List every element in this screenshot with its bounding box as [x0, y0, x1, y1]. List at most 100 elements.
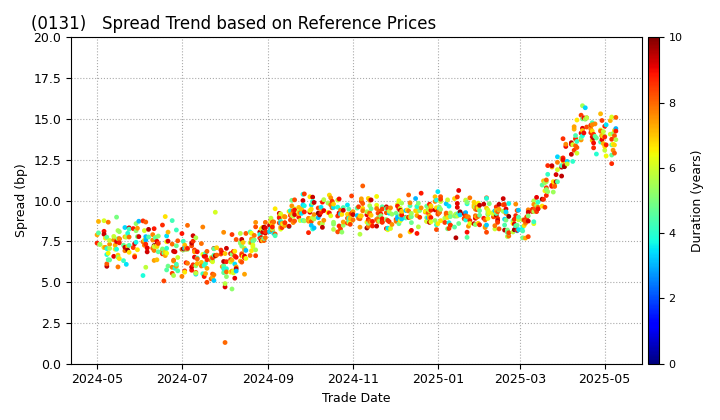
- Point: [449, 195, 460, 202]
- Point: [508, 220, 520, 227]
- Point: [332, 228, 343, 235]
- Point: [325, 202, 336, 208]
- Point: [487, 209, 499, 215]
- Point: [225, 269, 236, 276]
- Point: [120, 261, 132, 268]
- Point: [287, 213, 299, 220]
- Point: [122, 230, 133, 237]
- Point: [276, 224, 288, 231]
- Point: [382, 226, 394, 233]
- Point: [347, 208, 359, 215]
- Point: [492, 215, 503, 222]
- Point: [500, 205, 512, 212]
- Point: [523, 233, 534, 240]
- Point: [361, 211, 373, 218]
- Point: [278, 221, 289, 228]
- Point: [207, 255, 218, 261]
- Point: [411, 208, 423, 215]
- Point: [581, 124, 593, 131]
- Point: [200, 250, 212, 257]
- Point: [405, 219, 417, 226]
- Point: [482, 207, 494, 213]
- Point: [390, 216, 402, 223]
- Point: [390, 210, 402, 217]
- Point: [304, 217, 315, 224]
- Point: [153, 233, 164, 239]
- Point: [157, 247, 168, 254]
- Point: [99, 228, 110, 235]
- Point: [502, 227, 513, 234]
- Point: [91, 240, 103, 247]
- Point: [480, 223, 491, 230]
- Point: [462, 229, 473, 236]
- Point: [500, 209, 512, 215]
- Point: [567, 158, 578, 165]
- Point: [424, 207, 436, 214]
- Point: [172, 254, 184, 261]
- Point: [489, 222, 500, 229]
- Point: [459, 210, 470, 217]
- Point: [453, 220, 464, 227]
- Point: [260, 224, 271, 231]
- Point: [104, 257, 115, 263]
- Point: [104, 241, 115, 248]
- Point: [403, 214, 415, 221]
- Point: [559, 163, 570, 170]
- Point: [575, 130, 587, 136]
- Point: [186, 242, 197, 249]
- Point: [123, 249, 135, 256]
- Point: [444, 222, 456, 228]
- Point: [393, 197, 405, 204]
- Point: [235, 240, 246, 247]
- Point: [123, 225, 135, 231]
- Point: [608, 150, 620, 157]
- Point: [256, 236, 267, 243]
- Point: [411, 203, 423, 210]
- Point: [344, 211, 356, 218]
- Point: [247, 237, 258, 244]
- Point: [528, 197, 539, 204]
- Point: [588, 131, 599, 138]
- Point: [469, 204, 481, 210]
- Point: [196, 262, 207, 269]
- Point: [526, 208, 538, 215]
- Point: [250, 247, 261, 253]
- Point: [363, 223, 374, 230]
- Point: [425, 203, 436, 210]
- Point: [463, 223, 474, 230]
- Point: [230, 236, 242, 243]
- Point: [536, 196, 548, 202]
- Point: [566, 141, 577, 148]
- Point: [239, 247, 251, 253]
- Point: [404, 214, 415, 220]
- Point: [228, 270, 239, 276]
- Point: [381, 225, 392, 232]
- Point: [386, 211, 397, 218]
- Point: [384, 218, 395, 225]
- Point: [178, 238, 189, 244]
- Point: [421, 218, 433, 225]
- Point: [168, 258, 179, 265]
- Point: [215, 251, 227, 257]
- Point: [432, 208, 444, 215]
- Point: [402, 214, 413, 221]
- Point: [511, 222, 523, 228]
- Point: [523, 213, 534, 219]
- Point: [225, 259, 236, 265]
- Point: [386, 221, 397, 228]
- Point: [114, 239, 125, 246]
- Point: [444, 203, 455, 210]
- Point: [101, 263, 112, 270]
- Point: [132, 225, 143, 231]
- Point: [283, 208, 294, 215]
- Point: [454, 212, 466, 218]
- Point: [392, 201, 403, 208]
- Point: [99, 217, 110, 224]
- Point: [138, 239, 149, 245]
- Point: [432, 220, 444, 227]
- Point: [432, 211, 444, 218]
- Point: [208, 245, 220, 252]
- Point: [493, 206, 505, 213]
- Point: [200, 270, 212, 277]
- Point: [552, 166, 563, 173]
